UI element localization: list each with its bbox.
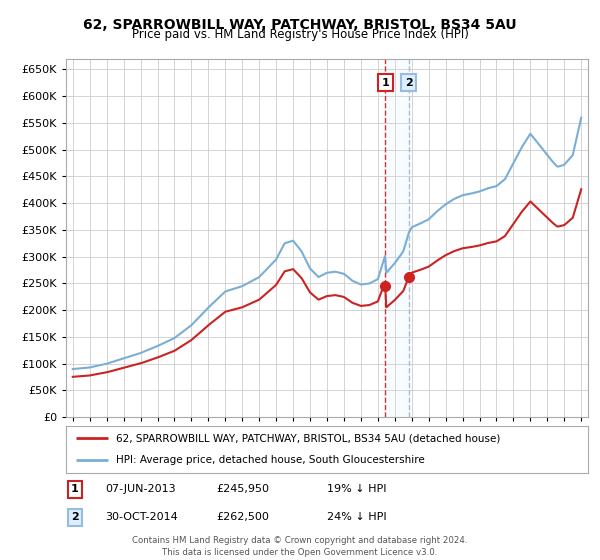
Text: 07-JUN-2013: 07-JUN-2013 <box>105 484 176 494</box>
Text: 62, SPARROWBILL WAY, PATCHWAY, BRISTOL, BS34 5AU (detached house): 62, SPARROWBILL WAY, PATCHWAY, BRISTOL, … <box>116 433 500 444</box>
Text: 62, SPARROWBILL WAY, PATCHWAY, BRISTOL, BS34 5AU: 62, SPARROWBILL WAY, PATCHWAY, BRISTOL, … <box>83 18 517 32</box>
Text: Price paid vs. HM Land Registry's House Price Index (HPI): Price paid vs. HM Land Registry's House … <box>131 28 469 41</box>
Text: 2: 2 <box>405 78 413 88</box>
Text: 1: 1 <box>382 78 389 88</box>
Text: £245,950: £245,950 <box>216 484 269 494</box>
Text: Contains HM Land Registry data © Crown copyright and database right 2024.
This d: Contains HM Land Registry data © Crown c… <box>132 536 468 557</box>
Text: 19% ↓ HPI: 19% ↓ HPI <box>327 484 386 494</box>
Bar <box>385 59 409 417</box>
Text: HPI: Average price, detached house, South Gloucestershire: HPI: Average price, detached house, Sout… <box>116 455 424 465</box>
Text: 30-OCT-2014: 30-OCT-2014 <box>105 512 178 522</box>
Text: 24% ↓ HPI: 24% ↓ HPI <box>327 512 386 522</box>
Text: £262,500: £262,500 <box>216 512 269 522</box>
Text: 2: 2 <box>71 512 79 522</box>
Text: 1: 1 <box>71 484 79 494</box>
